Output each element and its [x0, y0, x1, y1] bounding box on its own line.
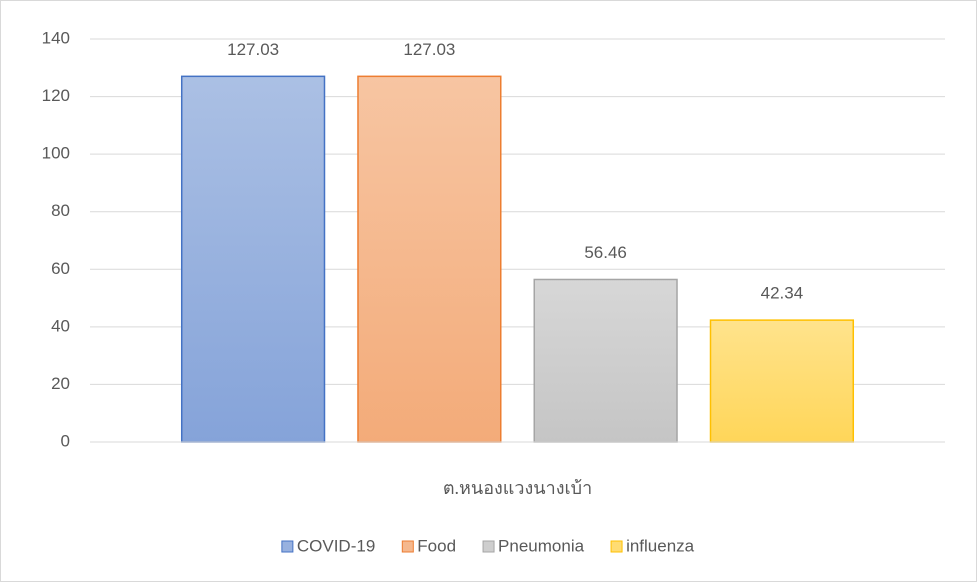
- y-tick-label: 140: [42, 28, 70, 47]
- x-tick-label: ต.หนองแวงนางเบ้า: [443, 478, 592, 498]
- legend-label: influenza: [626, 536, 695, 555]
- bar: [533, 278, 678, 443]
- y-tick-label: 0: [61, 431, 70, 450]
- bar: [180, 75, 326, 443]
- data-label: 56.46: [584, 243, 627, 262]
- legend-label: Food: [417, 536, 456, 555]
- data-label: 127.03: [227, 40, 279, 59]
- legend-label: COVID-19: [297, 536, 375, 555]
- y-tick-label: 100: [42, 144, 70, 163]
- legend-swatch: [482, 540, 495, 553]
- bar: [357, 75, 502, 443]
- y-tick-label: 80: [51, 201, 70, 220]
- data-label: 42.34: [761, 284, 804, 303]
- legend-swatch: [610, 540, 623, 553]
- y-tick-label: 40: [51, 316, 70, 335]
- bar: [709, 319, 855, 443]
- y-tick-label: 120: [42, 86, 70, 105]
- legend-swatch: [281, 540, 294, 553]
- y-tick-label: 60: [51, 259, 70, 278]
- data-label: 127.03: [403, 40, 455, 59]
- y-tick-label: 20: [51, 374, 70, 393]
- legend-label: Pneumonia: [498, 536, 585, 555]
- legend-swatch: [401, 540, 414, 553]
